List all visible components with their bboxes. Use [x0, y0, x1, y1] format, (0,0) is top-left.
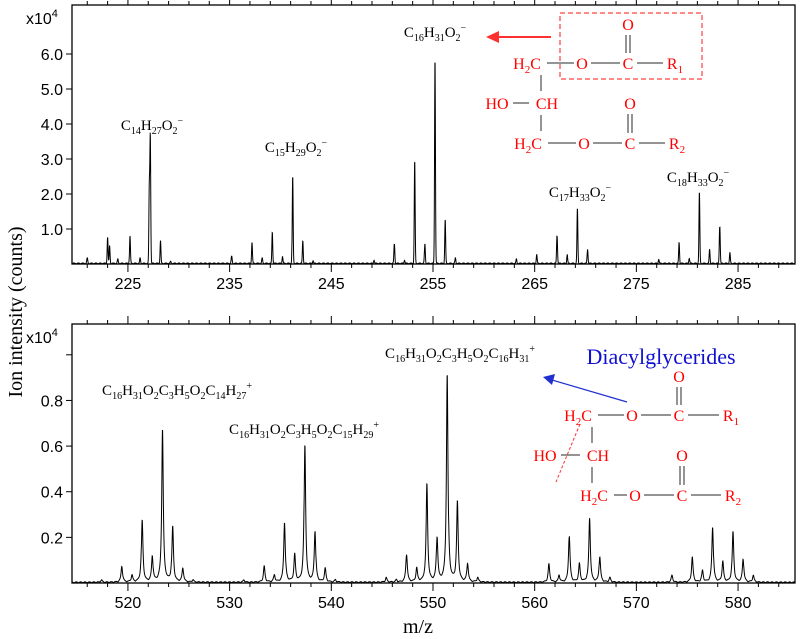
y-tick-label: 0.6	[41, 439, 63, 456]
struct-top-ho: HO	[485, 96, 508, 113]
struct-bottom-carbonyl-c-1: C	[674, 408, 685, 425]
red-arrow-head-icon	[486, 31, 499, 43]
struct-top-h2c-2: H2C	[514, 136, 542, 156]
peak-label-1: C15H29O2−	[265, 138, 328, 159]
struct-bottom-ch: CH	[587, 448, 610, 465]
x-tick-label: 265	[521, 276, 548, 293]
struct-bottom-carbonyl-o-1: O	[673, 369, 685, 386]
peak-label-3: C17H33O2−	[549, 183, 612, 204]
y-multiplier-label: x104	[26, 327, 58, 347]
struct-top-ester-o-1: O	[576, 56, 588, 73]
peak-label-4: C18H33O2−	[667, 168, 730, 189]
struct-bottom-carbonyl-o-2: O	[676, 448, 688, 465]
x-tick-label: 520	[115, 595, 142, 612]
x-tick-label: 275	[623, 276, 650, 293]
y-tick-label: 6.0	[41, 47, 63, 64]
struct-top-ester-o-2: O	[578, 136, 590, 153]
spectrum-trace	[72, 62, 795, 265]
struct-top-h2c-1: H2C	[513, 56, 541, 76]
x-tick-label: 550	[420, 595, 447, 612]
x-tick-label: 285	[725, 276, 752, 293]
peak-label-0: C14H27O2−	[121, 116, 184, 137]
struct-top-carbonyl-o-2: O	[624, 96, 636, 113]
y-tick-label: 4.0	[41, 117, 63, 134]
x-tick-label: 255	[420, 276, 447, 293]
struct-bottom-h2c-1: H2C	[564, 408, 592, 428]
peak-label-1: C16H31O2C3H5O2C15H29+	[229, 420, 379, 441]
peak-label-2: C16H31O2−	[404, 23, 467, 44]
struct-top-r2: R2	[669, 136, 685, 156]
struct-bottom-h2c-2: H2C	[580, 488, 608, 508]
bottom-panel-diacylglycerides: 520 530 540 550 560 570 580 0.2 0.4 0.6 0.8 x104 C16…	[26, 316, 796, 612]
peak-label-2: C16H31O2C3H5O2C16H31+	[385, 344, 535, 365]
x-tick-label: 570	[623, 595, 650, 612]
struct-top-ch: CH	[536, 96, 559, 113]
top-panel-fatty-acids: 225 235 245 255 265 275 285 1.0 2.0 3.0 4.0 5.0 6.0 x…	[26, 0, 796, 293]
struct-bottom-ester-o-2: O	[629, 488, 641, 505]
y-tick-label: 0.8	[41, 393, 63, 410]
struct-bottom-r1: R1	[723, 408, 739, 428]
struct-top-carbonyl-c-1: C	[623, 56, 634, 73]
x-tick-label: 245	[318, 276, 345, 293]
cleavage-dashed-line	[555, 423, 581, 483]
x-tick-label: 560	[521, 595, 548, 612]
spectrum-trace	[72, 374, 795, 584]
diacylglycerides-label: Diacylglycerides	[586, 344, 735, 369]
peak-label-0: C16H31O2C3H5O2C14H27+	[102, 381, 252, 402]
struct-bottom-ho: HO	[533, 448, 556, 465]
y-multiplier-label: x104	[26, 8, 58, 28]
plot-frame	[71, 4, 796, 265]
blue-arrow-head-icon	[543, 374, 555, 385]
struct-bottom-r2: R2	[725, 488, 741, 508]
y-axis-label: Ion intensity (counts)	[5, 226, 27, 397]
x-tick-label: 540	[318, 595, 345, 612]
y-tick-label: 5.0	[41, 82, 63, 99]
plot-frame	[71, 323, 796, 584]
blue-arrow-shaft	[551, 379, 628, 403]
y-tick-label: 0.4	[41, 485, 63, 502]
x-axis-label: m/z	[403, 616, 433, 638]
struct-bottom-ester-o-1: O	[626, 408, 638, 425]
y-tick-label: 1.0	[41, 222, 63, 239]
struct-top-r1: R1	[667, 56, 683, 76]
y-tick-label: 3.0	[41, 152, 63, 169]
x-tick-label: 225	[115, 276, 142, 293]
y-tick-label: 0.2	[41, 530, 63, 547]
y-tick-label: 2.0	[41, 187, 63, 204]
x-tick-label: 580	[725, 595, 752, 612]
struct-bottom-carbonyl-c-2: C	[677, 488, 688, 505]
x-tick-label: 235	[216, 276, 243, 293]
struct-top-carbonyl-c-2: C	[625, 136, 636, 153]
struct-top-carbonyl-o-1: O	[622, 17, 634, 34]
x-tick-label: 530	[216, 595, 243, 612]
